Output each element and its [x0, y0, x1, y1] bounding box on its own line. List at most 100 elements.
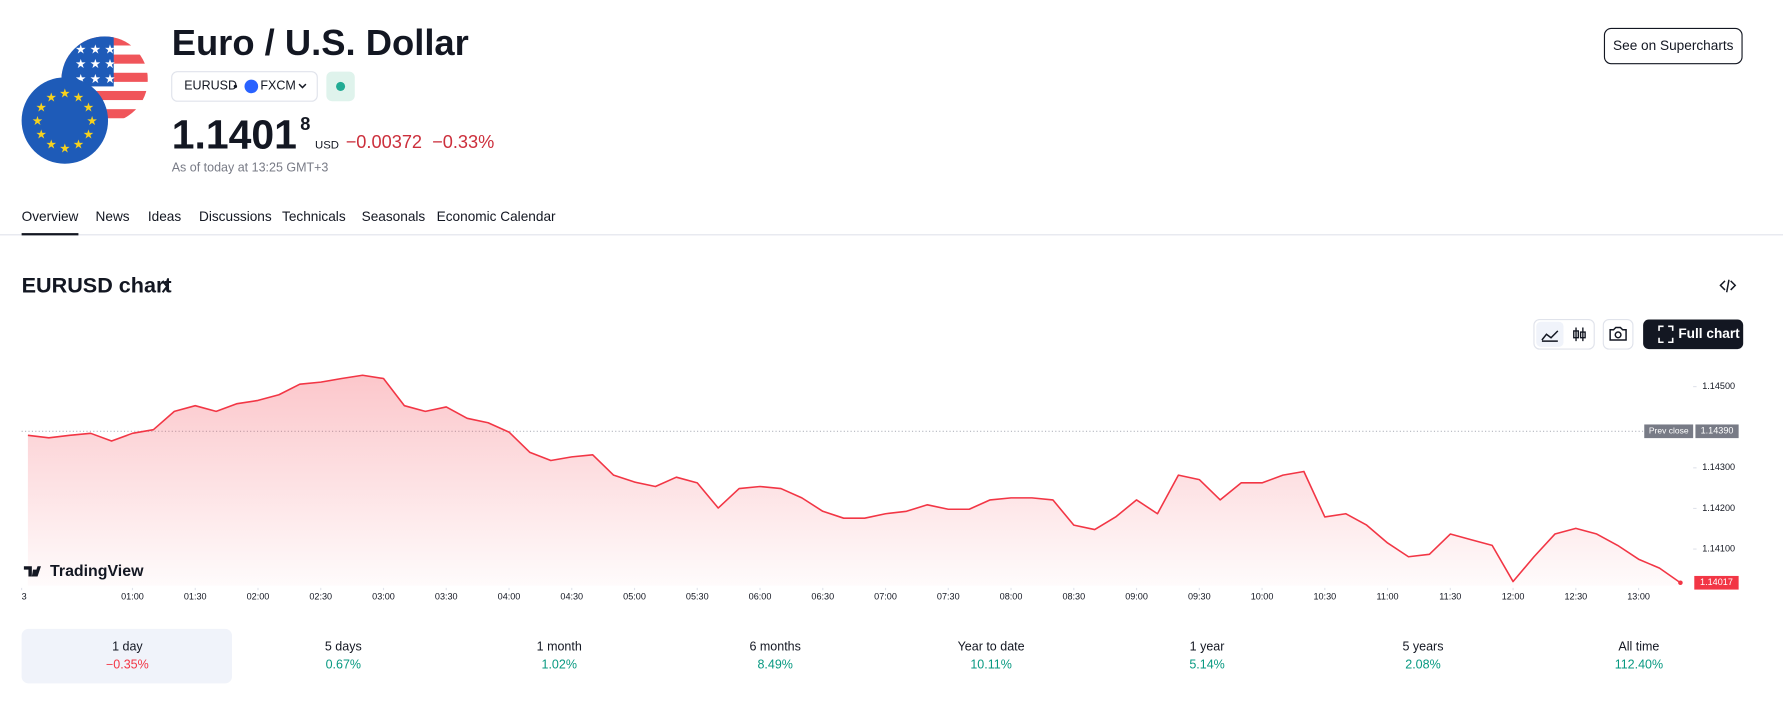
period-tile[interactable]: [1105, 629, 1310, 684]
period-label: 1 year: [1190, 639, 1225, 653]
period-label: 5 days: [325, 639, 362, 653]
as-of: As of today at 13:25 GMT+3: [172, 161, 329, 175]
price-line: [27, 374, 1681, 584]
y-tick-label: 1.14300: [1702, 462, 1735, 472]
tabs: Overview News Ideas Discussions Technicals Se…: [21, 209, 556, 236]
tab[interactable]: Discussions: [199, 209, 272, 224]
heading-arrow: [161, 280, 169, 293]
period-tile[interactable]: [457, 629, 662, 684]
x-tick-label: 09:30: [1188, 591, 1211, 601]
embed-icon[interactable]: [1719, 279, 1737, 293]
eu-star: ★: [46, 90, 57, 104]
symbol: EURUSD: [184, 79, 237, 93]
eu-star: ★: [32, 114, 43, 128]
y-tick-label: 1.14100: [1702, 543, 1735, 553]
x-tick-label: 12:00: [1502, 591, 1525, 601]
full-chart-label: Full chart: [1678, 326, 1740, 341]
camera-lens: [1614, 331, 1622, 339]
snapshot-button[interactable]: [1602, 318, 1634, 350]
x-tick-label: 01:00: [121, 591, 144, 601]
chart-heading[interactable]: EURUSD chart: [22, 272, 172, 297]
chevron: [298, 83, 307, 89]
period-label: All time: [1618, 639, 1659, 653]
prev-close-label: Prev close: [1649, 426, 1689, 436]
x-tick-label: 13:00: [1627, 591, 1650, 601]
eu-star: ★: [36, 128, 47, 142]
svg-text:★ ★ ★: ★ ★ ★: [75, 57, 116, 71]
last-price-label: 1.14017: [1700, 577, 1733, 587]
line-type-button[interactable]: [1536, 321, 1564, 347]
x-tick-label: 06:00: [749, 591, 772, 601]
logo-text: TradingView: [50, 563, 144, 580]
x-tick-label: 04:30: [560, 591, 583, 601]
x-tick-label: 03:00: [372, 591, 395, 601]
logo: TradingView: [23, 563, 144, 580]
period-tile[interactable]: [673, 629, 878, 684]
line-icon: [1541, 330, 1559, 342]
supercharts-button[interactable]: [1603, 27, 1743, 65]
period-tile[interactable]: [1321, 629, 1526, 684]
currency: USD: [315, 140, 339, 152]
period-selected: [21, 628, 232, 684]
svg-text:★ ★ ★: ★ ★ ★: [75, 42, 116, 56]
supercharts-label: See on Supercharts: [1613, 38, 1734, 53]
eu-star: ★: [83, 100, 94, 114]
x-tick-label: 12:30: [1564, 591, 1587, 601]
period-tile[interactable]: [241, 629, 446, 684]
tab[interactable]: Seasonals: [362, 209, 426, 224]
tab[interactable]: Ideas: [148, 209, 182, 224]
x-tick-label: 08:00: [1000, 591, 1023, 601]
period-change: 8.49%: [757, 657, 792, 671]
tab[interactable]: Economic Calendar: [437, 209, 556, 224]
last-point: [1678, 580, 1683, 586]
last-price-box: [1694, 575, 1739, 590]
period-label: Year to date: [958, 639, 1025, 653]
x-tick-label: 07:30: [937, 591, 960, 601]
period-tile[interactable]: [889, 629, 1094, 684]
prev-close-value-box: [1695, 424, 1739, 439]
tab[interactable]: Technicals: [282, 209, 346, 224]
prev-close-box: [1644, 424, 1694, 439]
period-tile[interactable]: [1537, 629, 1742, 684]
period-label: 6 months: [749, 639, 800, 653]
x-tick-label: 01:30: [184, 591, 207, 601]
eu-star: ★: [59, 141, 70, 155]
candle-icon[interactable]: [1573, 327, 1586, 342]
eu-star: ★: [83, 128, 94, 142]
title: Euro / U.S. Dollar: [172, 22, 469, 63]
exchange: FXCM: [260, 79, 295, 93]
eu-star: ★: [59, 87, 70, 101]
area: [27, 375, 1681, 586]
chart: 1.14500 1.14300 1.14200 1.14100 3 01:00 01:30 0…: [21, 374, 1739, 601]
eu-star: ★: [46, 138, 57, 152]
eu-star: ★: [36, 100, 47, 114]
status-dot: [336, 81, 346, 91]
exchange-logo: [244, 79, 259, 94]
x-tick-label: 3: [22, 591, 27, 601]
period-change: 0.67%: [326, 657, 361, 671]
eu-flag: [21, 77, 109, 164]
x-tick-label: 11:30: [1439, 591, 1461, 601]
eu-star: ★: [73, 138, 84, 152]
period-tile[interactable]: [25, 629, 230, 684]
period-label: 1 day: [112, 639, 143, 653]
x-tick-label: 03:30: [435, 591, 458, 601]
tab[interactable]: Overview: [22, 209, 79, 224]
period-change: 112.40%: [1615, 657, 1663, 671]
tab[interactable]: News: [96, 209, 130, 224]
fullscreen-icon: [1658, 325, 1674, 344]
camera-icon: [1609, 326, 1627, 341]
x-tick-label: 09:00: [1125, 591, 1148, 601]
period-change: 5.14%: [1189, 657, 1224, 671]
period-change: −0.35%: [106, 657, 149, 671]
x-tick-label: 07:00: [874, 591, 897, 601]
x-tick-label: 02:00: [247, 591, 270, 601]
eu-star: ★: [87, 114, 98, 128]
period-change: 10.11%: [970, 657, 1011, 671]
periods: 1 day −0.35% 5 days 0.67% 1 month 1.02% 6 mont…: [21, 628, 1742, 684]
period-change: 1.02%: [542, 657, 577, 671]
x-tick-label: 08:30: [1062, 591, 1085, 601]
eu-star: ★: [73, 90, 84, 104]
